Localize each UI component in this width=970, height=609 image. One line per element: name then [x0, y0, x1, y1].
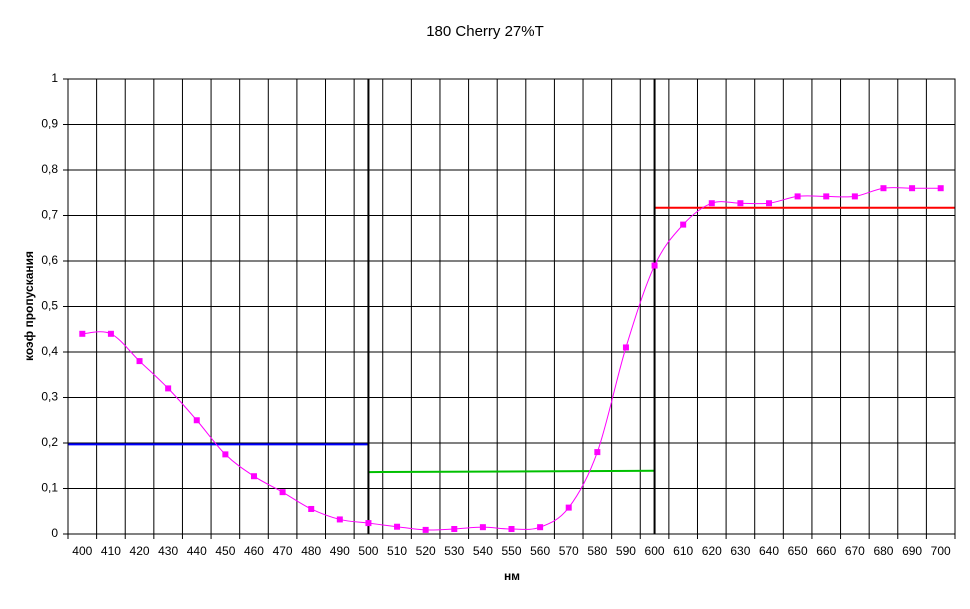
x-tick-label: 560 — [530, 544, 550, 558]
marker — [136, 358, 143, 365]
x-tick-label: 690 — [902, 544, 922, 558]
x-tick-label: 470 — [273, 544, 293, 558]
marker — [79, 330, 86, 337]
y-tick-label: 1 — [51, 71, 58, 85]
y-tick-label: 0,5 — [41, 299, 58, 313]
marker — [851, 193, 858, 200]
x-tick-label: 700 — [931, 544, 951, 558]
marker — [479, 524, 486, 531]
marker — [422, 526, 429, 533]
marker — [651, 262, 658, 269]
x-tick-label: 680 — [873, 544, 893, 558]
x-tick-label: 410 — [101, 544, 121, 558]
x-tick-label: 500 — [358, 544, 378, 558]
x-tick-label: 550 — [501, 544, 521, 558]
x-tick-label: 450 — [215, 544, 235, 558]
y-tick-label: 0,7 — [41, 208, 58, 222]
x-tick-label: 430 — [158, 544, 178, 558]
y-axis-label: коэф пропускания — [22, 251, 36, 361]
x-tick-label: 570 — [559, 544, 579, 558]
marker — [279, 489, 286, 496]
x-tick-label: 660 — [816, 544, 836, 558]
x-tick-label: 530 — [444, 544, 464, 558]
y-tick-label: 0,8 — [41, 162, 58, 176]
y-tick-label: 0,3 — [41, 390, 58, 404]
x-tick-label: 520 — [416, 544, 436, 558]
x-tick-label: 490 — [330, 544, 350, 558]
x-tick-label: 650 — [788, 544, 808, 558]
marker — [336, 516, 343, 523]
marker — [451, 525, 458, 532]
y-tick-label: 0,4 — [41, 344, 58, 358]
marker — [794, 193, 801, 200]
x-tick-label: 600 — [645, 544, 665, 558]
x-tick-label: 640 — [759, 544, 779, 558]
x-tick-label: 480 — [301, 544, 321, 558]
marker — [708, 200, 715, 207]
x-tick-label: 420 — [130, 544, 150, 558]
x-tick-label: 610 — [673, 544, 693, 558]
x-axis-label: нм — [504, 569, 520, 583]
marker — [222, 451, 229, 458]
plot-border — [67, 78, 956, 535]
marker — [308, 505, 315, 512]
marker — [537, 524, 544, 531]
y-tick-label: 0,2 — [41, 435, 58, 449]
marker — [680, 221, 687, 228]
x-tick-label: 400 — [72, 544, 92, 558]
marker — [937, 185, 944, 192]
x-tick-label: 620 — [702, 544, 722, 558]
marker — [365, 520, 372, 527]
marker — [823, 193, 830, 200]
reference-line — [368, 469, 655, 474]
marker — [594, 449, 601, 456]
marker — [250, 473, 257, 480]
marker — [165, 385, 172, 392]
x-tick-label: 590 — [616, 544, 636, 558]
y-tick-label: 0,9 — [41, 117, 58, 131]
marker — [622, 344, 629, 351]
marker — [766, 200, 773, 207]
x-tick-label: 540 — [473, 544, 493, 558]
x-tick-label: 670 — [845, 544, 865, 558]
marker — [737, 200, 744, 207]
marker — [107, 330, 114, 337]
marker — [909, 185, 916, 192]
y-tick-label: 0,6 — [41, 253, 58, 267]
marker — [394, 523, 401, 530]
x-tick-label: 460 — [244, 544, 264, 558]
chart-title: 180 Cherry 27%T — [426, 23, 544, 40]
marker — [880, 185, 887, 192]
marker — [193, 417, 200, 424]
y-tick-label: 0,1 — [41, 481, 58, 495]
y-tick-label: 0 — [51, 526, 58, 540]
x-tick-label: 630 — [730, 544, 750, 558]
x-tick-label: 510 — [387, 544, 407, 558]
marker — [508, 525, 515, 532]
x-tick-label: 440 — [187, 544, 207, 558]
marker — [565, 504, 572, 511]
x-tick-label: 580 — [587, 544, 607, 558]
